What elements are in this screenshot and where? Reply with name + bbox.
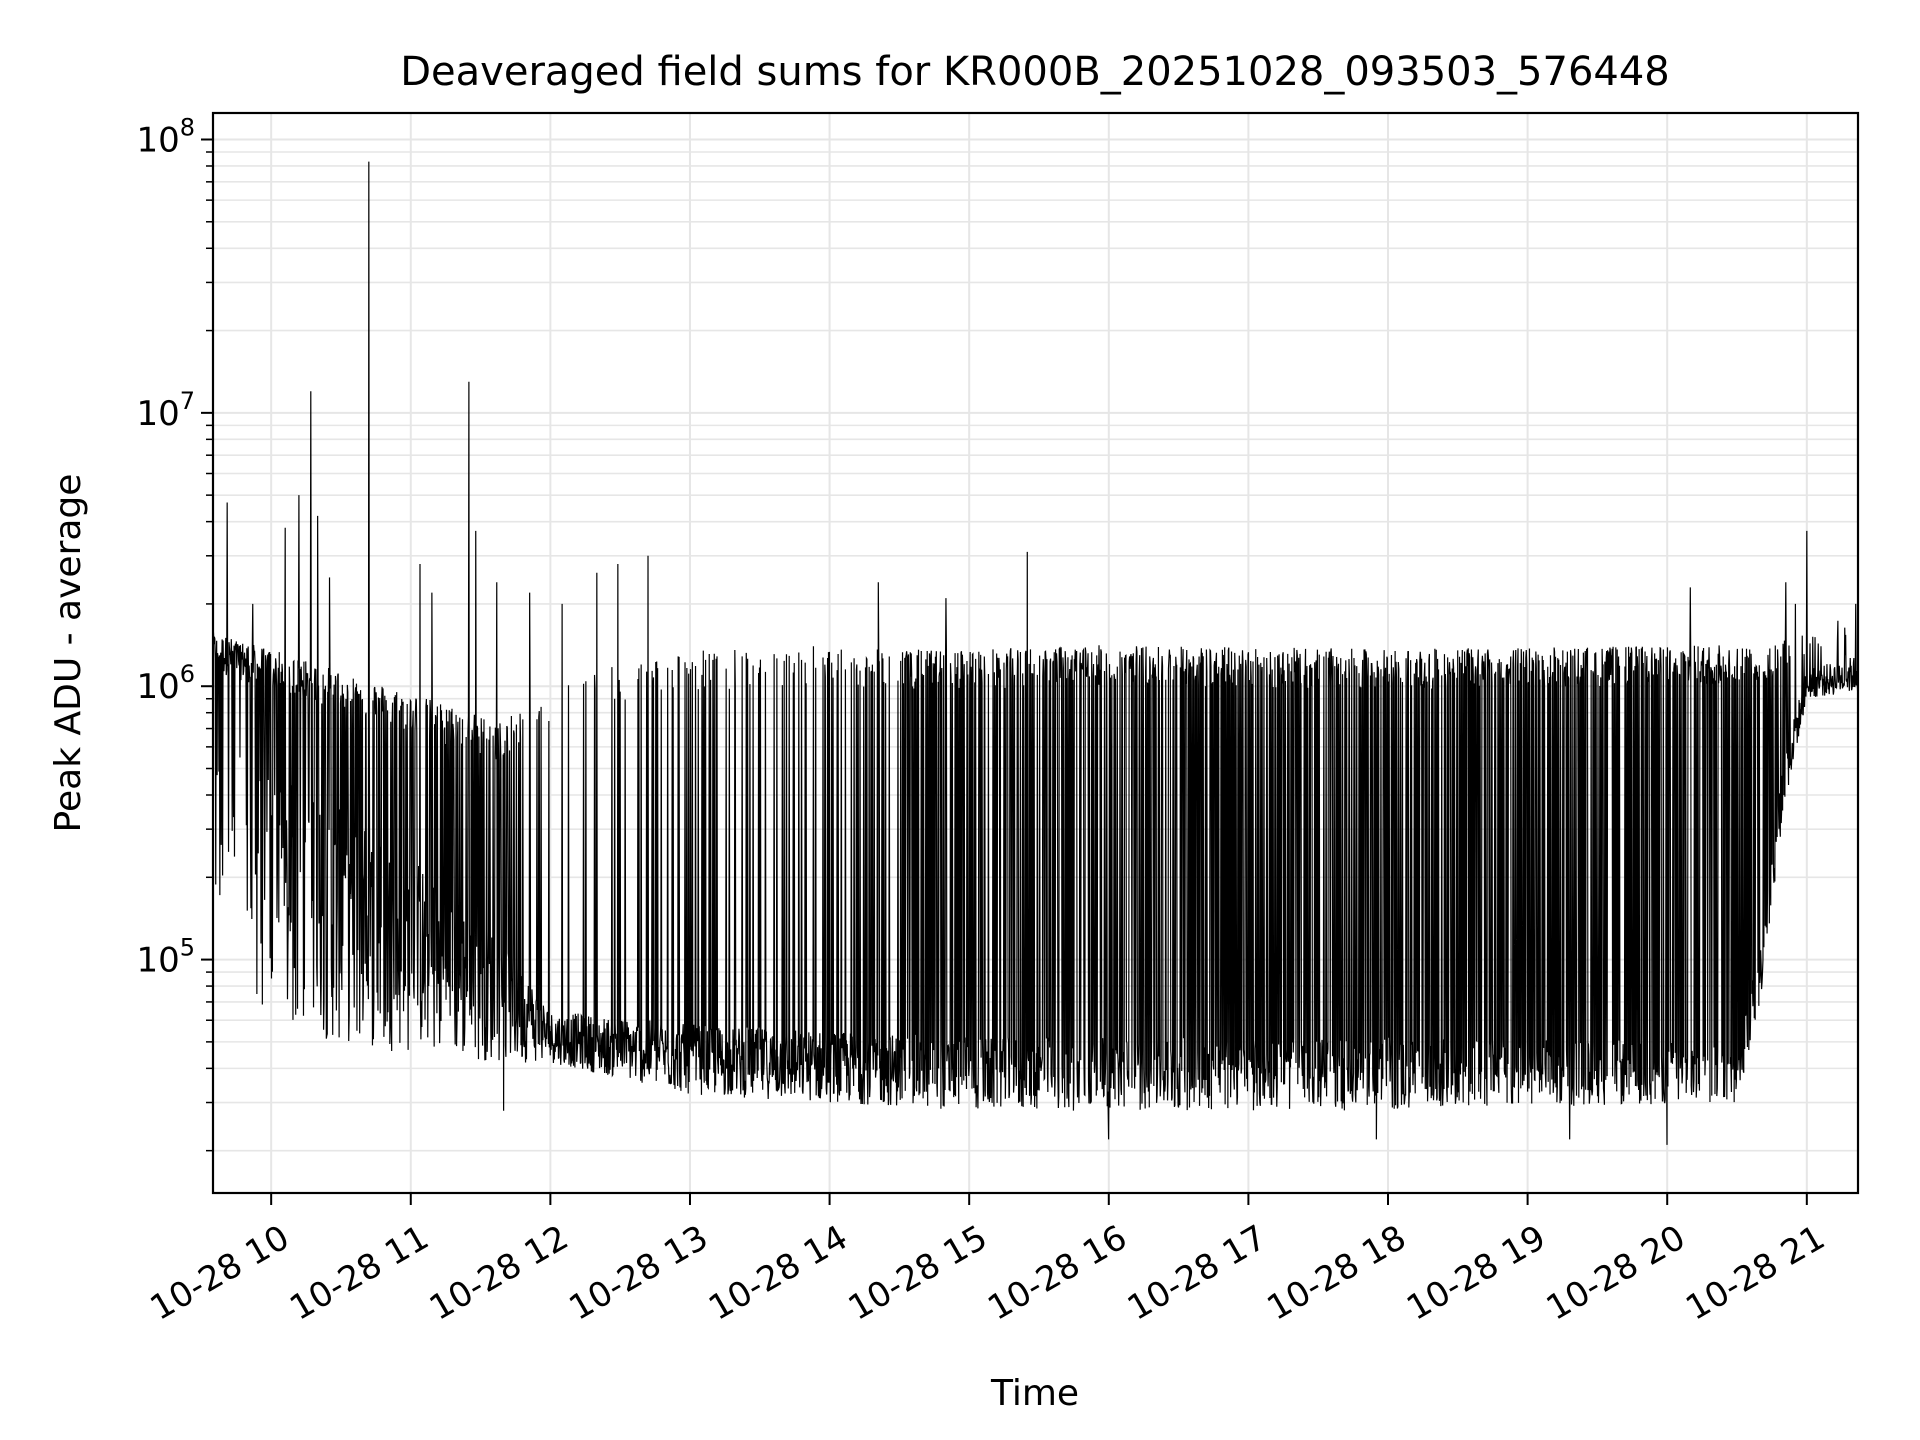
x-axis-label: Time — [990, 1373, 1079, 1414]
y-axis: 105 106 107 108 — [136, 113, 213, 1152]
y-tick-label: 108 — [136, 113, 195, 160]
y-axis-label: Peak ADU - average — [48, 474, 89, 833]
chart-title: Deaveraged field sums for KR000B_2025102… — [400, 49, 1670, 95]
y-tick-label: 105 — [136, 934, 195, 981]
y-tick-label: 107 — [136, 387, 195, 434]
plot-frame — [211, 111, 1860, 1195]
series-line — [213, 161, 1858, 1145]
plot-area — [213, 161, 1858, 1145]
y-tick-label: 106 — [136, 660, 195, 707]
